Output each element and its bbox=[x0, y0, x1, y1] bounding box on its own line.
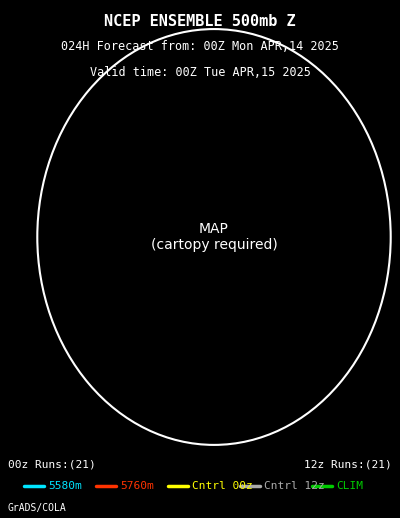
Text: NCEP ENSEMBLE 500mb Z: NCEP ENSEMBLE 500mb Z bbox=[104, 15, 296, 30]
Text: Cntrl 12z: Cntrl 12z bbox=[264, 481, 325, 491]
Text: Valid time: 00Z Tue APR,15 2025: Valid time: 00Z Tue APR,15 2025 bbox=[90, 66, 310, 79]
Text: 00z Runs:(21): 00z Runs:(21) bbox=[8, 460, 96, 470]
Text: 12z Runs:(21): 12z Runs:(21) bbox=[304, 460, 392, 470]
Text: Cntrl 00z: Cntrl 00z bbox=[192, 481, 253, 491]
Text: 5760m: 5760m bbox=[120, 481, 154, 491]
Text: MAP
(cartopy required): MAP (cartopy required) bbox=[151, 222, 277, 252]
Text: 5580m: 5580m bbox=[48, 481, 82, 491]
Text: GrADS/COLA: GrADS/COLA bbox=[8, 503, 67, 513]
Text: CLIM: CLIM bbox=[336, 481, 363, 491]
Text: 024H Forecast from: 00Z Mon APR,14 2025: 024H Forecast from: 00Z Mon APR,14 2025 bbox=[61, 40, 339, 53]
